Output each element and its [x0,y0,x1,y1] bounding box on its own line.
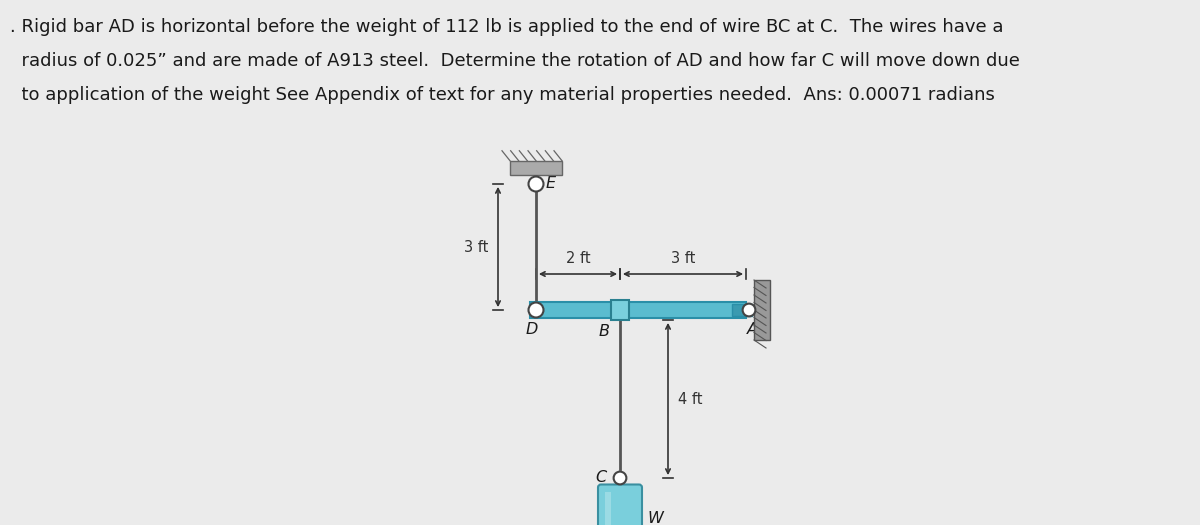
Bar [754,280,770,340]
Text: E: E [546,176,556,191]
Text: C: C [595,470,606,486]
Circle shape [613,471,626,485]
Text: W: W [647,511,662,525]
Text: 3 ft: 3 ft [671,251,695,266]
Text: 3 ft: 3 ft [463,239,488,255]
Text: A: A [746,322,757,338]
Text: radius of 0.025” and are made of A913 steel.  Determine the rotation of AD and h: radius of 0.025” and are made of A913 st… [10,52,1020,70]
Text: . Rigid bar AD is horizontal before the weight of 112 lb is applied to the end o: . Rigid bar AD is horizontal before the … [10,18,1003,36]
Circle shape [743,303,755,317]
Bar [605,491,611,525]
Bar [510,161,562,175]
Circle shape [528,176,544,192]
Text: D: D [526,322,538,338]
Text: 2 ft: 2 ft [565,251,590,266]
Bar [732,304,752,316]
Circle shape [528,302,544,318]
Text: 4 ft: 4 ft [678,392,702,406]
Bar [611,300,629,320]
FancyBboxPatch shape [598,485,642,525]
Text: to application of the weight See Appendix of text for any material properties ne: to application of the weight See Appendi… [10,86,995,104]
Text: B: B [599,324,610,339]
Bar [530,302,746,318]
